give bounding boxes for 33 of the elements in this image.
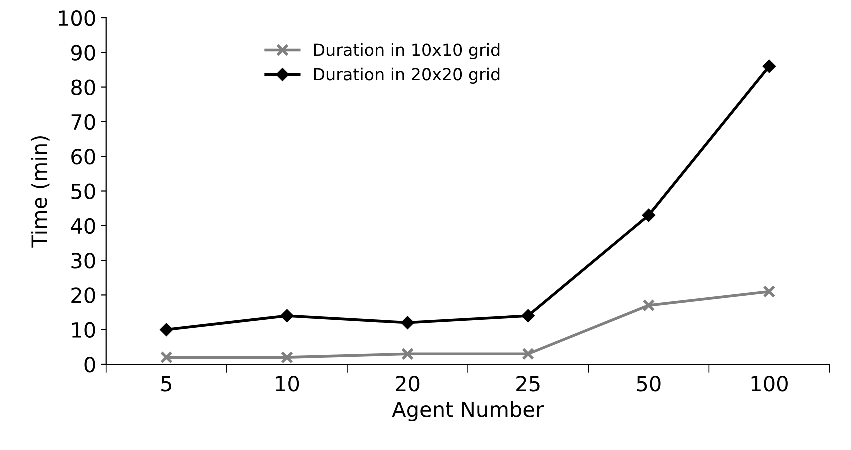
- y-axis-title: Time (min): [31, 136, 50, 248]
- x-tick-label: 100: [752, 376, 788, 392]
- y-tick-label: 0: [84, 356, 96, 373]
- x-tick-label: 5: [162, 376, 172, 392]
- x-tick-label: 25: [516, 376, 540, 392]
- y-tick-label: 60: [72, 149, 96, 165]
- y-tick-label: 100: [59, 10, 96, 26]
- y-tick-label: 80: [72, 80, 96, 96]
- point: [160, 351, 173, 364]
- y-tick-label: 10: [72, 322, 96, 338]
- x-axis-title: Agent Number: [392, 401, 544, 422]
- x-tick-label: 20: [396, 376, 420, 392]
- point: [763, 285, 776, 298]
- point: [280, 351, 294, 364]
- y-tick-label: 20: [72, 288, 96, 304]
- point: [402, 348, 414, 360]
- y-tick-label: 70: [72, 114, 96, 130]
- legend-label: Duration in 10x10 grid: [314, 43, 500, 60]
- point: [762, 60, 776, 74]
- point: [522, 348, 535, 360]
- x-tick-label: 10: [276, 376, 300, 392]
- y-tick-label: 90: [71, 45, 96, 61]
- point: [280, 309, 294, 323]
- x-tick-label: 50: [637, 376, 661, 392]
- legend-label: Duration in 20x20 grid: [314, 68, 500, 84]
- point: [642, 208, 656, 222]
- y-tick-label: 30: [72, 253, 96, 269]
- point: [642, 299, 656, 312]
- y-tick-label: 40: [71, 218, 96, 234]
- point: [522, 309, 535, 323]
- point: [401, 316, 414, 330]
- y-tick-label: 50: [72, 184, 96, 200]
- point: [160, 323, 174, 336]
